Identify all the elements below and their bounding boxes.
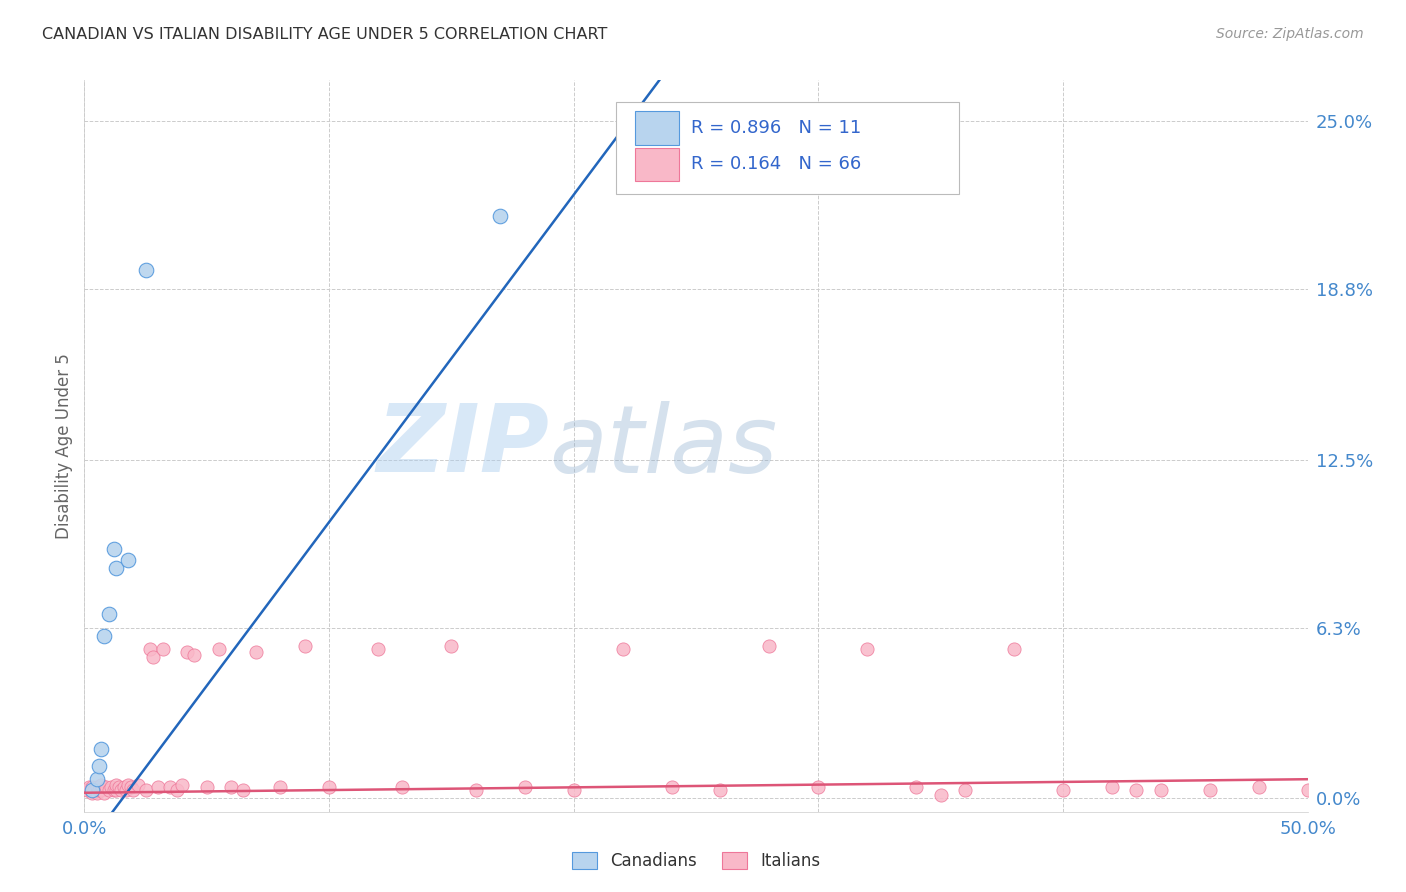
Point	[513, 780, 536, 795]
Point	[245, 645, 267, 659]
Point	[905, 780, 928, 795]
Point	[83, 783, 105, 797]
Point	[127, 778, 149, 792]
FancyBboxPatch shape	[636, 111, 679, 145]
Point	[76, 783, 98, 797]
Point	[90, 778, 112, 792]
Point	[97, 607, 120, 621]
Point	[166, 783, 188, 797]
Point	[208, 642, 231, 657]
Point	[90, 742, 112, 756]
Point	[176, 645, 198, 659]
Point	[1150, 783, 1173, 797]
Point	[105, 778, 128, 792]
Point	[489, 209, 512, 223]
Point	[103, 541, 125, 556]
Point	[80, 780, 103, 795]
Point	[661, 780, 683, 795]
Point	[1052, 783, 1074, 797]
Y-axis label: Disability Age Under 5: Disability Age Under 5	[55, 353, 73, 539]
Point	[1002, 642, 1025, 657]
Point	[100, 780, 122, 795]
Point	[1101, 780, 1123, 795]
Point	[87, 783, 110, 797]
Point	[195, 780, 218, 795]
Point	[1198, 783, 1220, 797]
Point	[1247, 780, 1270, 795]
Point	[122, 783, 145, 797]
Point	[139, 642, 162, 657]
Text: ZIP: ZIP	[377, 400, 550, 492]
Point	[120, 780, 142, 795]
Point	[709, 783, 731, 797]
Point	[86, 786, 108, 800]
Point	[96, 780, 118, 795]
Point	[612, 642, 634, 657]
Point	[117, 553, 139, 567]
Point	[86, 772, 108, 787]
Point	[142, 650, 165, 665]
Point	[159, 780, 181, 795]
Text: R = 0.164   N = 66: R = 0.164 N = 66	[692, 155, 862, 173]
Point	[103, 783, 125, 797]
Point	[758, 640, 780, 654]
Point	[269, 780, 291, 795]
Point	[105, 783, 128, 797]
Point	[807, 780, 830, 795]
Point	[464, 783, 486, 797]
Point	[219, 780, 242, 795]
Point	[110, 783, 132, 797]
FancyBboxPatch shape	[616, 103, 959, 194]
Point	[135, 783, 157, 797]
Point	[1296, 783, 1319, 797]
Point	[80, 786, 103, 800]
Point	[135, 263, 157, 277]
Point	[152, 642, 174, 657]
Text: R = 0.896   N = 11: R = 0.896 N = 11	[692, 119, 862, 136]
Point	[294, 640, 316, 654]
Legend: Canadians, Italians: Canadians, Italians	[565, 845, 827, 877]
Point	[112, 780, 135, 795]
Point	[183, 648, 205, 662]
Point	[1125, 783, 1147, 797]
Point	[172, 778, 194, 792]
Text: CANADIAN VS ITALIAN DISABILITY AGE UNDER 5 CORRELATION CHART: CANADIAN VS ITALIAN DISABILITY AGE UNDER…	[42, 27, 607, 42]
Point	[93, 629, 115, 643]
Point	[97, 783, 120, 797]
Point	[93, 786, 115, 800]
Point	[391, 780, 413, 795]
FancyBboxPatch shape	[636, 147, 679, 181]
Point	[105, 561, 128, 575]
Text: Source: ZipAtlas.com: Source: ZipAtlas.com	[1216, 27, 1364, 41]
Point	[856, 642, 879, 657]
Point	[77, 780, 100, 795]
Point	[80, 783, 103, 797]
Point	[86, 780, 108, 795]
Point	[87, 758, 110, 772]
Point	[953, 783, 976, 797]
Point	[90, 783, 112, 797]
Point	[929, 789, 952, 803]
Point	[367, 642, 389, 657]
Point	[562, 783, 585, 797]
Point	[146, 780, 169, 795]
Point	[117, 778, 139, 792]
Point	[107, 780, 129, 795]
Point	[115, 783, 138, 797]
Point	[318, 780, 340, 795]
Text: atlas: atlas	[550, 401, 778, 491]
Point	[232, 783, 254, 797]
Point	[440, 640, 463, 654]
